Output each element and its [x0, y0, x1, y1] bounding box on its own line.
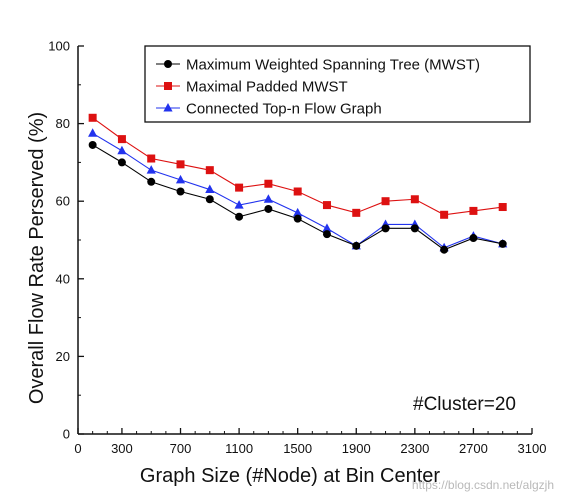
- data-point: [469, 206, 478, 215]
- data-point: [263, 194, 273, 203]
- data-point: [440, 245, 449, 254]
- legend-marker: [163, 103, 173, 112]
- data-point: [88, 140, 97, 149]
- data-point: [176, 160, 185, 169]
- y-tick-label: 80: [56, 116, 70, 131]
- y-tick-label: 40: [56, 271, 70, 286]
- x-tick-label: 2700: [459, 441, 488, 456]
- axes: 0 20 40 60 80 100 0 300 700 1100 1500 1900 2300 2700 3…: [48, 39, 546, 457]
- data-point: [322, 201, 331, 210]
- x-tick-label: 1900: [342, 441, 371, 456]
- data-point: [440, 210, 449, 219]
- x-tick-label: 300: [111, 441, 133, 456]
- data-point: [498, 239, 507, 248]
- series-layer: [88, 113, 508, 254]
- data-point: [205, 195, 214, 204]
- data-point: [381, 224, 390, 233]
- legend-label: Connected Top-n Flow Graph: [186, 101, 382, 118]
- data-point: [322, 230, 331, 239]
- data-point: [410, 195, 419, 204]
- legend-marker: [164, 82, 172, 90]
- x-tick-label: 1100: [225, 441, 253, 456]
- data-point: [88, 113, 97, 122]
- data-point: [117, 145, 127, 155]
- y-tick-label: 100: [48, 39, 70, 54]
- data-point: [205, 166, 214, 175]
- data-point: [410, 224, 419, 233]
- y-tick-label: 0: [63, 427, 70, 442]
- cluster-annotation: #Cluster=20: [413, 394, 516, 415]
- data-point: [88, 128, 98, 137]
- series-circle: [88, 140, 507, 254]
- y-axis-title: Overall Flow Rate Perserved (%): [26, 112, 48, 404]
- data-point: [322, 223, 332, 232]
- data-point: [147, 177, 156, 186]
- data-point: [293, 214, 302, 223]
- legend-label: Maximum Weighted Spanning Tree (MWST): [186, 57, 480, 74]
- data-point: [176, 187, 185, 196]
- data-point: [352, 241, 361, 250]
- data-point: [381, 197, 390, 206]
- data-point: [205, 184, 215, 194]
- data-point: [117, 158, 126, 167]
- x-tick-label: 3100: [518, 441, 547, 456]
- x-tick-label: 2300: [400, 441, 429, 456]
- data-point: [498, 203, 507, 212]
- data-point: [469, 234, 478, 243]
- legend-marker: [164, 60, 172, 68]
- data-point: [117, 135, 126, 144]
- legend-entry: Maximal Padded MWST: [156, 79, 348, 96]
- data-point: [234, 200, 244, 209]
- legend-entry: Connected Top-n Flow Graph: [156, 101, 382, 118]
- legend-label: Maximal Padded MWST: [186, 79, 348, 96]
- data-point: [293, 207, 303, 217]
- y-tick-label: 20: [56, 349, 70, 364]
- legend: Maximum Weighted Spanning Tree (MWST) Max…: [144, 45, 531, 123]
- data-point: [264, 204, 273, 213]
- y-tick-label: 60: [56, 194, 70, 209]
- legend-entry: Maximum Weighted Spanning Tree (MWST): [156, 57, 480, 74]
- data-point: [146, 165, 156, 174]
- x-tick-label: 0: [74, 441, 81, 456]
- data-point: [147, 154, 156, 163]
- series-line: [92, 117, 503, 216]
- legend-box: [144, 45, 531, 123]
- data-point: [352, 208, 361, 217]
- watermark: https://blog.csdn.net/algzjh: [412, 478, 554, 492]
- x-axis-title: Graph Size (#Node) at Bin Center: [140, 465, 440, 487]
- data-point: [293, 187, 302, 196]
- data-point: [175, 174, 186, 184]
- x-tick-label: 1500: [283, 441, 312, 456]
- series-square: [88, 113, 507, 219]
- data-point: [264, 179, 273, 188]
- data-point: [235, 212, 244, 221]
- x-tick-label: 700: [170, 441, 192, 456]
- data-point: [235, 183, 244, 192]
